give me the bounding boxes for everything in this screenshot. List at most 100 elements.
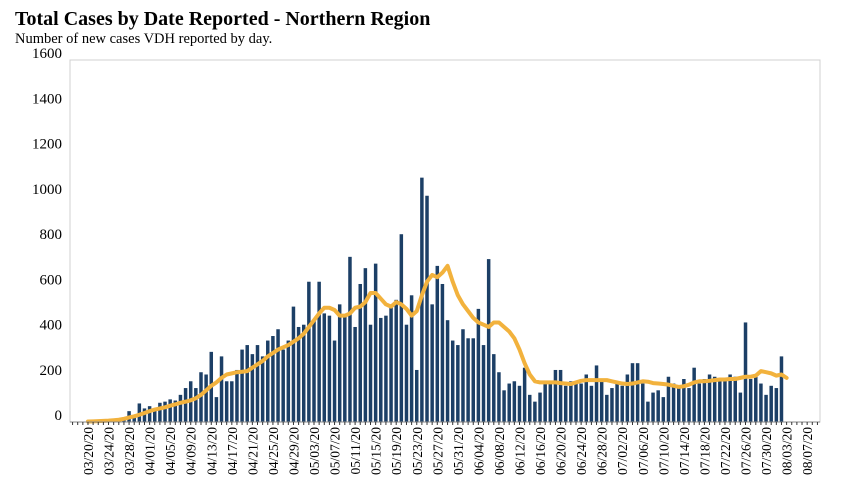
bar: [707, 374, 712, 422]
bar: [481, 345, 486, 422]
bar: [348, 256, 352, 422]
bar: [260, 356, 265, 422]
bar: [353, 326, 357, 422]
bar-series: [86, 177, 784, 423]
x-tick-label: 05/23/20: [410, 427, 425, 475]
bar: [214, 397, 219, 422]
bar: [635, 363, 640, 422]
bar: [471, 338, 475, 422]
x-tick-label: 07/02/20: [615, 427, 630, 475]
x-tick-label: 05/19/20: [389, 427, 404, 475]
x-tick-label: 03/24/20: [102, 427, 117, 475]
bar: [764, 394, 768, 422]
bar: [194, 388, 198, 422]
x-tick-label: 05/15/20: [369, 427, 384, 475]
bar: [322, 313, 327, 422]
bar: [594, 365, 599, 422]
bar: [337, 304, 342, 422]
x-tick-label: 06/04/20: [471, 427, 486, 475]
moving-average-series: [85, 263, 789, 424]
bar: [522, 367, 527, 422]
x-tick-label: 04/25/20: [266, 427, 281, 475]
x-tick-label: 08/03/20: [780, 427, 795, 475]
bar: [271, 336, 275, 422]
y-tick-label: 200: [40, 363, 63, 379]
bar: [450, 340, 455, 422]
bar: [404, 324, 409, 422]
bar: [425, 195, 429, 422]
bar: [666, 376, 671, 422]
bar: [343, 315, 347, 422]
y-axis: 0 200 400 600 800 1000 1200 1400 1600: [32, 46, 62, 424]
bar: [183, 388, 188, 422]
chart-title: Total Cases by Date Reported - Northern …: [15, 8, 431, 30]
bar: [507, 383, 511, 422]
x-tick-label: 08/07/20: [800, 427, 815, 475]
bar: [168, 399, 172, 423]
bar: [173, 400, 178, 422]
x-tick-label: 04/29/20: [286, 427, 301, 475]
y-tick-label: 0: [55, 408, 63, 424]
bar: [204, 374, 208, 422]
bar: [307, 281, 311, 422]
x-tick-label: 06/08/20: [492, 427, 507, 475]
bar: [178, 394, 183, 422]
bar: [769, 385, 773, 422]
bar: [219, 356, 224, 422]
bar: [399, 234, 404, 422]
bar: [682, 379, 686, 422]
y-tick-label: 800: [40, 227, 63, 243]
bar: [687, 388, 691, 422]
bar: [733, 376, 737, 422]
x-tick-label: 06/24/20: [574, 427, 589, 475]
x-axis: 03/20/20 03/24/20 03/28/20 04/01/20 04/05/20…: [70, 421, 820, 475]
bar: [476, 308, 481, 423]
x-tick-label: 04/21/20: [245, 427, 260, 475]
bar: [492, 354, 496, 423]
plot-frame: [69, 59, 821, 423]
bar: [728, 374, 732, 422]
bar: [445, 320, 450, 422]
bar: [548, 381, 553, 422]
x-tick-label: 04/17/20: [225, 427, 240, 475]
bar: [748, 379, 753, 422]
bar: [245, 345, 249, 422]
bar: [579, 383, 583, 422]
x-tick-label: 07/06/20: [636, 427, 651, 475]
plot-border: [69, 59, 821, 423]
bar: [235, 369, 239, 422]
moving-average-line: [85, 263, 789, 424]
bar: [692, 367, 696, 422]
bar: [358, 283, 362, 422]
bar: [702, 379, 707, 422]
bar: [276, 329, 280, 422]
bar: [230, 381, 234, 422]
bar: [379, 317, 383, 422]
bar: [486, 259, 491, 422]
bar: [158, 402, 162, 422]
bar: [435, 265, 440, 422]
x-tick-label: 07/30/20: [759, 427, 774, 475]
bar: [224, 381, 229, 422]
x-tick-label: 07/14/20: [677, 427, 692, 475]
bar: [415, 369, 419, 422]
bar: [147, 406, 152, 422]
x-tick-label: 05/27/20: [430, 427, 445, 475]
y-tick-label: 1400: [32, 91, 62, 107]
y-tick-label: 1000: [32, 182, 62, 198]
bar: [697, 383, 702, 422]
x-tick-label: 06/28/20: [595, 427, 610, 475]
bar: [373, 263, 378, 423]
bar: [656, 390, 660, 422]
bar: [409, 295, 414, 422]
bar: [718, 379, 722, 422]
y-tick-label: 1200: [32, 137, 62, 153]
x-tick-label: 04/05/20: [163, 427, 178, 475]
x-tick-label: 04/09/20: [184, 427, 199, 475]
x-tick-label: 07/10/20: [656, 427, 671, 475]
bar: [240, 349, 244, 422]
x-tick-label: 05/07/20: [328, 427, 343, 475]
bar: [630, 363, 635, 422]
bar: [502, 390, 506, 422]
